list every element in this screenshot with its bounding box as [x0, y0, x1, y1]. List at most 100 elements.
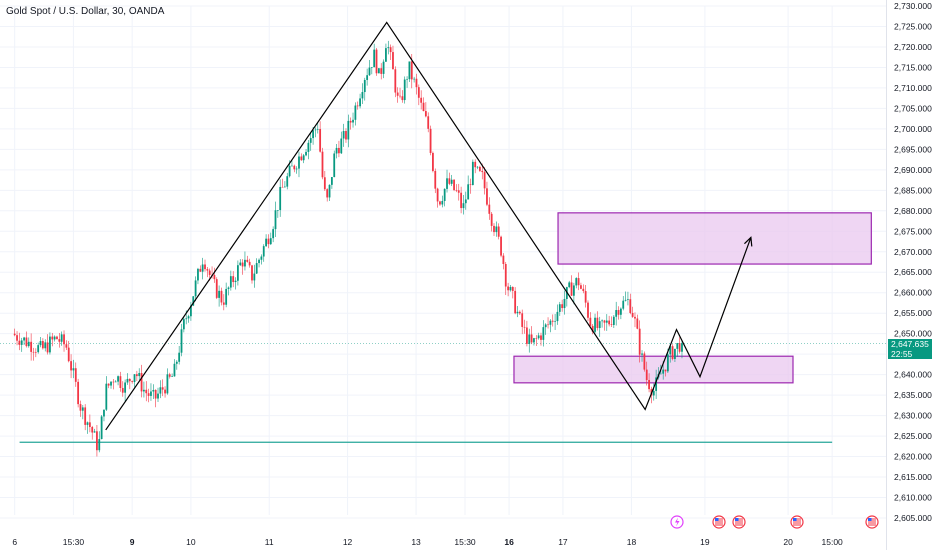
candle-body [490, 213, 493, 226]
bar-countdown: 22:55 [891, 348, 913, 359]
candle-body [427, 116, 430, 129]
candle-body [140, 372, 143, 392]
candle-body [453, 179, 455, 191]
time-tick-label: 16 [504, 537, 514, 547]
candle-body [34, 352, 37, 353]
candle-body [366, 75, 369, 80]
time-tick-label: 17 [558, 537, 568, 547]
candle-body [516, 311, 519, 314]
candle-body [128, 378, 131, 382]
candle-body [246, 259, 249, 262]
candle-body [269, 238, 272, 245]
pattern-layer[interactable] [105, 21, 753, 431]
candle-body [443, 188, 446, 201]
candle-body [175, 361, 178, 364]
us-flag-icon-canton [715, 518, 719, 521]
candle-body [88, 422, 91, 428]
last-price-badge: 2,647.635 22:55 [888, 339, 932, 359]
candle-body [577, 278, 580, 286]
candle-body [497, 226, 500, 237]
candle-body [236, 265, 239, 281]
last-price-value: 2,647.635 [891, 339, 929, 349]
candle-body [274, 210, 277, 230]
price-axis[interactable]: 2,730.000 2,725.000 2,720.000 2,715.000 2,71… [886, 0, 932, 550]
candle-body [70, 361, 72, 371]
candle-body [563, 298, 566, 309]
candle-body [375, 49, 378, 74]
us-flag-icon-canton [868, 518, 872, 521]
candle-body [291, 165, 293, 167]
price-tick-label: 2,685.000 [894, 185, 932, 195]
price-tick-label: 2,650.000 [894, 329, 932, 339]
candle-body [617, 310, 620, 315]
candle-body [535, 338, 538, 339]
candle-body [288, 165, 291, 177]
candle-body [51, 336, 54, 340]
price-tick-label: 2,630.000 [894, 411, 932, 421]
price-tick-label: 2,665.000 [894, 267, 932, 277]
candle-body [439, 201, 441, 205]
candle-body [204, 264, 206, 270]
candle-body [328, 184, 331, 198]
resistance-zone [557, 212, 872, 265]
candle-body [666, 354, 669, 372]
candle-body [441, 200, 444, 205]
candle-body [147, 393, 150, 396]
candle-body [58, 339, 61, 342]
candle-body [316, 128, 319, 130]
candle-body [674, 348, 676, 359]
candle-body [126, 378, 129, 383]
candle-body [91, 427, 94, 433]
candle-body [194, 280, 197, 297]
candle-body [549, 320, 552, 325]
candle-body [483, 172, 486, 189]
event-icons[interactable] [670, 515, 879, 529]
candle-body [403, 79, 406, 101]
candle-body [93, 431, 96, 433]
candle-body [580, 285, 582, 289]
candle-body [415, 78, 418, 88]
candle-body [361, 92, 364, 99]
candle-body [596, 317, 599, 329]
candle-body [41, 341, 44, 349]
candle-body [507, 286, 510, 291]
candle-body [283, 186, 286, 188]
candle-body [53, 336, 56, 340]
candle-body [258, 259, 260, 264]
candle-body [84, 407, 87, 425]
candle-body [678, 343, 681, 352]
candle-body [533, 338, 535, 343]
candle-body [659, 373, 662, 375]
candle-body [558, 304, 561, 312]
candle-body [227, 287, 230, 289]
candle-body [511, 286, 514, 291]
candle-body [143, 389, 145, 392]
candle-body [178, 352, 181, 362]
candle-body [634, 316, 636, 319]
candle-body [347, 120, 350, 140]
candle-body [424, 111, 427, 117]
candle-body [394, 69, 397, 93]
symbol-title[interactable]: Gold Spot / U.S. Dollar, 30, OANDA [6, 6, 165, 17]
candle-body [589, 317, 592, 326]
price-tick-label: 2,675.000 [894, 226, 932, 236]
candle-body [338, 147, 340, 154]
price-tick-label: 2,700.000 [894, 124, 932, 134]
candle-body [450, 179, 453, 184]
candle-body [159, 387, 162, 394]
price-tick-label: 2,625.000 [894, 431, 932, 441]
zone-layer[interactable] [513, 212, 872, 384]
time-tick-label: 19 [700, 537, 710, 547]
candle-body [321, 151, 324, 178]
price-tick-label: 2,690.000 [894, 165, 932, 175]
candle-body [300, 156, 303, 161]
time-axis[interactable]: 6 15:30 9 10 11 12 13 15:30 16 17 18 19 20 15:00 [12, 537, 843, 547]
candle-body [60, 334, 63, 342]
us-flag-icon [732, 515, 746, 529]
candle-body [225, 288, 228, 305]
candle-body [377, 68, 380, 74]
candle-body [603, 320, 606, 323]
candle-body [460, 192, 463, 209]
